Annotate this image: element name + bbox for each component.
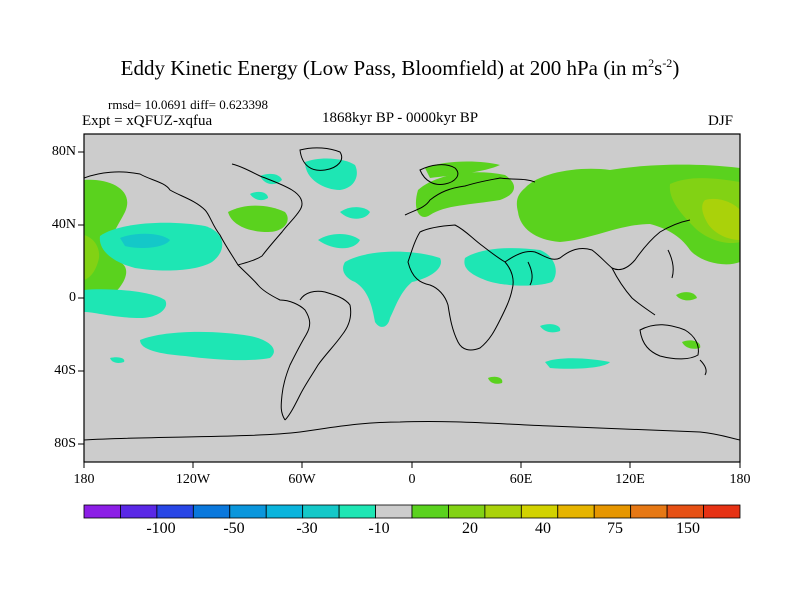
positive-region <box>415 172 515 218</box>
colorbar-box <box>156 504 194 519</box>
colorbar <box>83 504 741 519</box>
negative-region <box>340 207 370 219</box>
negative-region <box>318 234 360 249</box>
negative-region <box>343 251 441 327</box>
colorbar-label: 20 <box>462 520 478 537</box>
negative-region <box>84 289 167 318</box>
negative-region <box>540 324 561 333</box>
negative-region <box>140 331 274 361</box>
colorbar-box <box>448 504 486 519</box>
colorbar-box <box>520 504 559 519</box>
lon-label-60e: 60E <box>509 472 533 487</box>
lon-label-0: 0 <box>408 472 416 487</box>
positive-region <box>702 198 740 240</box>
positive-region <box>425 161 500 178</box>
negative-region <box>110 357 125 363</box>
colorbar-box <box>630 504 668 519</box>
lon-label-120e: 120E <box>615 472 645 487</box>
positive-region <box>676 292 697 301</box>
negative-region <box>545 358 610 369</box>
colorbar-label: -100 <box>146 520 176 537</box>
lat-label-80s: 80S <box>54 436 76 451</box>
coastlines <box>84 147 740 441</box>
colorbar-label: 40 <box>535 520 551 537</box>
negative-region <box>464 248 556 286</box>
colorbar-box <box>666 504 704 519</box>
lat-label-40n: 40N <box>51 217 76 232</box>
colorbar-box <box>120 504 158 519</box>
lon-label-120w: 120W <box>175 472 211 487</box>
colorbar-box <box>302 504 340 519</box>
positive-region <box>682 340 701 349</box>
colorbar-box <box>411 504 449 519</box>
lat-label-80n: 80N <box>51 144 76 159</box>
negative-region <box>250 191 268 201</box>
colorbar-label: 150 <box>676 520 700 537</box>
colorbar-box <box>229 504 267 519</box>
colorbar-box <box>83 504 121 519</box>
colorbar-box <box>375 504 413 519</box>
lon-label-180w: 180 <box>73 472 95 487</box>
stats-text: rmsd= 10.0691 diff= 0.623398 <box>108 97 268 112</box>
negative-region <box>260 173 282 185</box>
colorbar-box <box>593 504 632 519</box>
colorbar-box <box>703 504 741 519</box>
negative-region <box>120 233 170 248</box>
experiment-label: Expt = xQFUZ-xqfua <box>82 113 213 129</box>
colorbar-box <box>557 504 595 519</box>
colorbar-box <box>192 504 231 519</box>
positive-region <box>84 235 100 280</box>
negative-region <box>305 158 357 190</box>
lat-label-40s: 40S <box>54 363 76 378</box>
colorbar-label: -10 <box>368 520 390 537</box>
positive-region <box>228 205 288 232</box>
lon-label-180e: 180 <box>729 472 751 487</box>
colorbar-label: -30 <box>296 520 318 537</box>
colorbar-label: 75 <box>607 520 623 537</box>
plot-title: Eddy Kinetic Energy (Low Pass, Bloomfiel… <box>120 56 680 80</box>
colorbar-box <box>265 504 304 519</box>
negative-region <box>99 222 223 271</box>
colorbar-box <box>338 504 376 519</box>
field-contours <box>84 147 740 441</box>
colorbar-box <box>484 504 522 519</box>
colorbar-label: -50 <box>223 520 245 537</box>
season-label: DJF <box>708 113 734 129</box>
period-label: 1868kyr BP - 0000kyr BP <box>322 110 479 126</box>
axis-ticks <box>78 151 741 468</box>
lon-label-60w: 60W <box>288 472 316 487</box>
positive-region <box>488 376 503 384</box>
lat-label-0: 0 <box>69 290 76 305</box>
